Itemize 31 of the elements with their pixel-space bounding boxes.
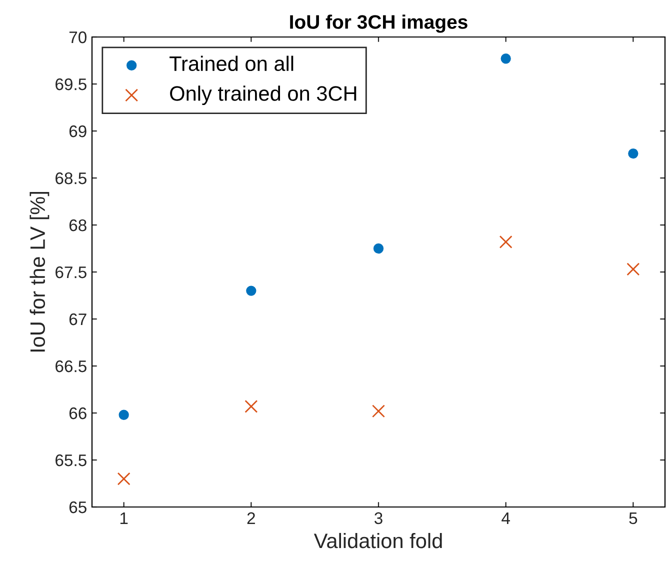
y-tick-label: 68	[69, 219, 86, 232]
y-tick-label: 67.5	[56, 266, 86, 278]
y-tick-label: 66.5	[56, 360, 86, 372]
point	[626, 262, 640, 276]
point	[246, 286, 256, 296]
x-tick-label: 5	[629, 512, 638, 524]
x-axis-title: Validation fold	[314, 532, 442, 548]
point	[499, 235, 512, 248]
y-tick-label: 70	[69, 31, 86, 44]
x-tick-label: 1	[120, 512, 128, 524]
x-tick-label: 4	[502, 512, 510, 524]
y-tick-label: 65.5	[56, 454, 86, 466]
y-tick-label: 65	[69, 501, 86, 514]
y-tick-label: 66	[69, 407, 86, 420]
y-tick-label: 69.5	[56, 78, 86, 90]
point	[117, 472, 130, 486]
point	[500, 54, 511, 64]
y-tick-label: 68.5	[56, 172, 86, 184]
chart-title: IoU for 3CH images	[290, 14, 468, 33]
point	[628, 148, 638, 159]
point	[118, 410, 129, 420]
y-tick-label: 67	[69, 313, 86, 326]
y-axis-title: IoU for the LV [%]	[30, 192, 50, 352]
point	[373, 243, 384, 254]
point	[372, 404, 386, 418]
legend-label: Trained on all	[170, 56, 294, 72]
legend-label: Only trained on 3CH	[170, 86, 356, 106]
x-tick-label: 2	[247, 512, 255, 524]
y-tick-label: 69	[69, 125, 86, 138]
x-tick-label: 3	[374, 512, 382, 524]
point	[244, 400, 258, 413]
